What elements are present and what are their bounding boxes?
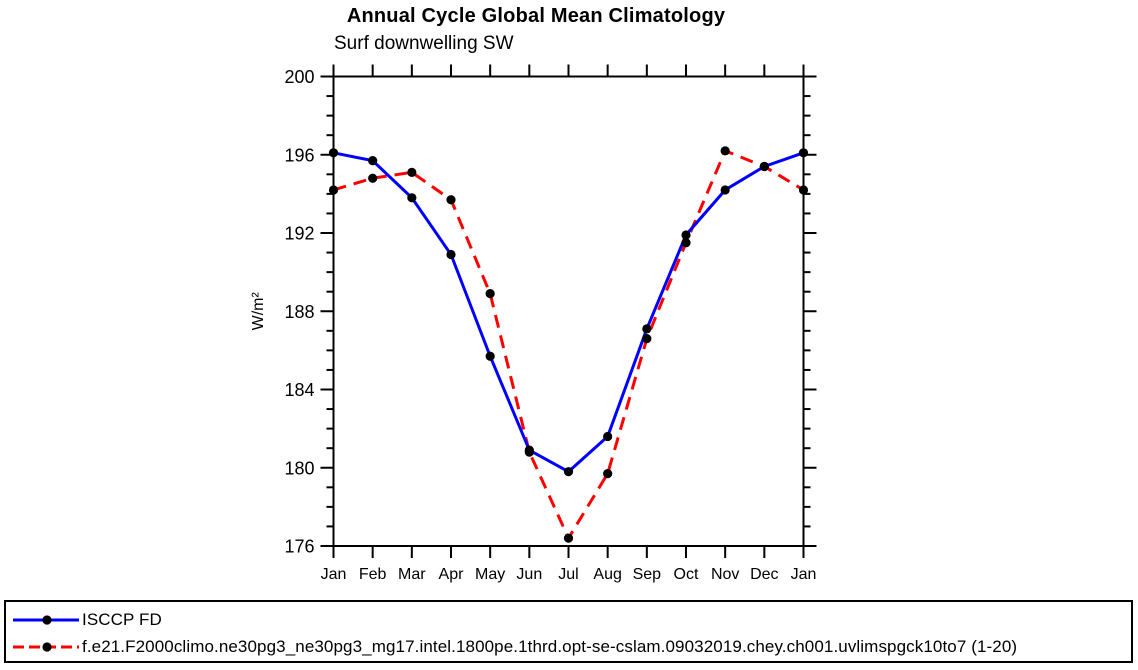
data-point-marker: [798, 185, 809, 195]
legend-label-isccp: ISCCP FD: [82, 609, 162, 629]
x-tick-label: Jan: [321, 566, 347, 583]
data-point-marker: [407, 193, 417, 203]
data-point-marker: [681, 238, 691, 248]
series-line-dashed: [333, 148, 805, 542]
data-point-marker: [720, 185, 730, 195]
data-point-marker: [328, 148, 339, 158]
axes: [320, 64, 817, 558]
data-point-markers: [328, 146, 809, 543]
data-point-marker: [642, 334, 652, 344]
x-tick-label: Aug: [593, 566, 621, 583]
data-point-marker: [524, 447, 534, 457]
data-point-marker: [759, 161, 769, 172]
x-tick-label: Jul: [558, 566, 578, 583]
x-tick-label: Jan: [791, 566, 817, 583]
legend-label-model: f.e21.F2000climo.ne30pg3_ne30pg3_mg17.in…: [82, 636, 1018, 656]
chart-title: Annual Cycle Global Mean Climatology: [346, 5, 726, 27]
data-point-marker: [720, 146, 730, 156]
legend-line-sample-dashed: [13, 641, 79, 652]
x-tick-label: Apr: [439, 566, 465, 583]
legend-item-model: f.e21.F2000climo.ne30pg3_ne30pg3_mg17.in…: [10, 633, 1131, 660]
data-point-marker: [368, 156, 378, 166]
data-point-marker: [446, 249, 456, 260]
y-tick-label: 180: [284, 458, 314, 478]
x-tick-label: Feb: [359, 566, 387, 583]
series-line-solid: [333, 151, 804, 474]
x-tick-label: Dec: [750, 566, 778, 583]
x-tick-label: May: [475, 566, 505, 583]
data-point-marker: [798, 148, 809, 158]
data-point-marker: [407, 167, 417, 177]
chart-subtitle: Surf downwelling SW: [334, 33, 514, 54]
legend-line-sample-solid: [13, 614, 79, 625]
data-point-marker: [328, 185, 339, 195]
y-tick-label: 184: [284, 380, 314, 400]
y-tick-label: 176: [284, 537, 314, 557]
legend-item-isccp: ISCCP FD: [10, 606, 1131, 633]
x-tick-label: Nov: [711, 566, 739, 583]
data-point-marker: [563, 533, 574, 543]
data-point-marker: [485, 289, 495, 299]
data-point-marker: [603, 469, 613, 479]
x-tick-label: Mar: [398, 566, 426, 583]
data-point-marker: [642, 324, 652, 334]
y-axis-title: W/m²: [250, 291, 267, 330]
x-tick-label: Sep: [633, 566, 662, 583]
data-point-marker: [368, 173, 378, 183]
y-tick-label: 196: [284, 145, 314, 165]
data-point-marker: [681, 230, 691, 240]
x-tick-label: Oct: [674, 566, 699, 583]
data-point-marker: [485, 351, 495, 361]
data-point-marker: [446, 195, 456, 205]
y-tick-label: 200: [284, 67, 314, 87]
plot-area: 176 180 184 188 192 196 200 Jan Feb Mar Apr May Jun J…: [250, 64, 817, 583]
data-point-marker: [603, 431, 613, 442]
axis-labels: 176 180 184 188 192 196 200 Jan Feb Mar Apr May Jun J…: [250, 67, 816, 583]
y-tick-label: 188: [284, 302, 314, 322]
legend: ISCCP FD f.e21.F2000climo.ne30pg3_ne30pg…: [4, 600, 1133, 663]
y-tick-label: 192: [284, 224, 314, 244]
data-point-marker: [563, 467, 574, 477]
x-tick-label: Jun: [516, 566, 542, 583]
